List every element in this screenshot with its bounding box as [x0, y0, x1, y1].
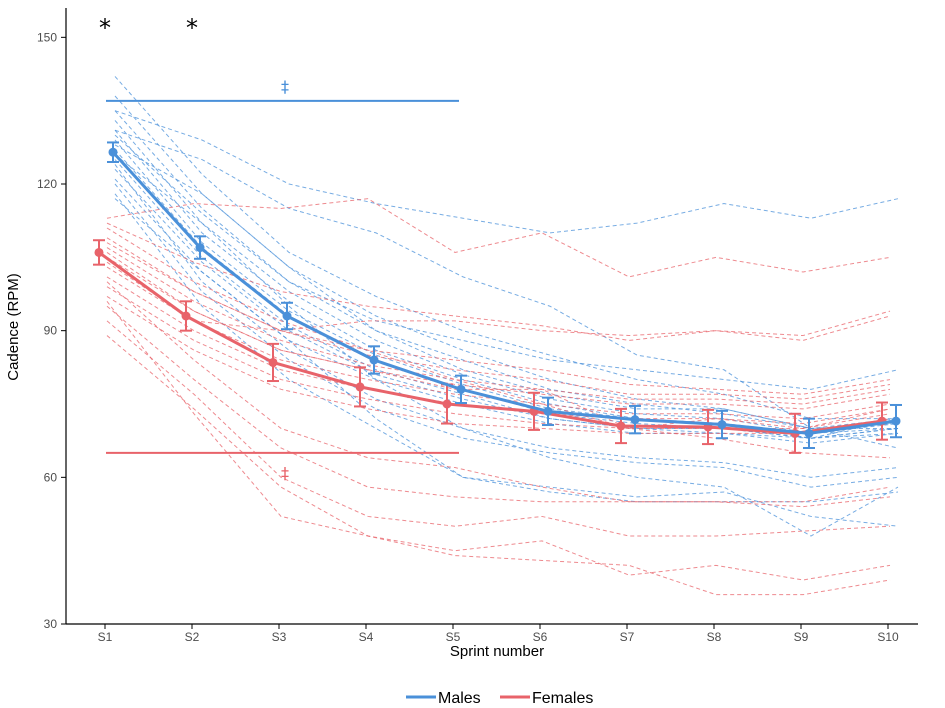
y-tick-label-150: 150 — [37, 30, 57, 44]
individual-line-females-9 — [106, 198, 891, 278]
individual-line-males-11 — [114, 110, 899, 234]
individual-line-males-12 — [114, 129, 899, 449]
individual-line-males-7 — [114, 149, 899, 439]
individual-line-males-16 — [114, 193, 899, 527]
point-group-males-s4 — [368, 345, 380, 375]
point-group-males-s6 — [542, 396, 554, 427]
point-group-females-s4 — [354, 366, 366, 408]
data-point-females-s2 — [181, 311, 191, 321]
individual-line-females-3 — [106, 247, 891, 405]
point-group-females-s1 — [93, 239, 105, 266]
individual-line-females-2 — [106, 237, 891, 400]
individual-line-females-15 — [106, 301, 891, 581]
point-group-females-s3 — [267, 342, 279, 383]
point-group-males-s10 — [890, 403, 902, 439]
individual-line-females-10 — [106, 261, 891, 337]
x-tick-label-s8: S8 — [707, 630, 722, 644]
x-tick-label-s6: S6 — [533, 630, 548, 644]
y-tick-label-90: 90 — [44, 324, 58, 338]
individual-line-females-8 — [106, 296, 891, 434]
data-point-males-s2 — [195, 243, 205, 253]
data-point-males-s7 — [630, 415, 640, 425]
point-group-males-s1 — [107, 141, 119, 163]
individual-line-females-1 — [106, 227, 891, 395]
point-group-males-s2 — [194, 235, 206, 260]
point-group-females-s8 — [702, 408, 714, 446]
individual-line-females-6 — [106, 276, 891, 425]
asterisk-s2: * — [186, 14, 198, 42]
x-tick-label-s4: S4 — [359, 630, 374, 644]
data-point-females-s4 — [355, 382, 365, 392]
significance-symbol-females: ‡ — [281, 463, 289, 482]
mean-series — [93, 141, 902, 454]
y-tick-label-60: 60 — [44, 470, 58, 484]
x-tick-label-s5: S5 — [446, 630, 461, 644]
legend-label-males: Males — [438, 690, 481, 707]
individual-line-males-13 — [114, 144, 899, 429]
individual-line-females-16 — [106, 335, 891, 596]
data-point-females-s1 — [94, 247, 104, 257]
individual-line-males-8 — [114, 159, 899, 444]
series-females — [93, 239, 888, 454]
point-group-females-s2 — [180, 300, 192, 332]
individual-line-females-4 — [106, 256, 891, 410]
x-tick-label-s10: S10 — [877, 630, 899, 644]
data-point-males-s3 — [282, 311, 292, 321]
individual-line-males-1 — [114, 76, 898, 420]
legend-item-males: Males — [406, 690, 481, 707]
point-group-females-s5 — [441, 383, 453, 425]
y-axis-title: Cadence (RPM) — [5, 273, 22, 381]
legend-label-females: Females — [532, 690, 593, 707]
x-tick-label-s1: S1 — [98, 630, 113, 644]
individual-line-females-17 — [106, 252, 891, 429]
individual-line-females-5 — [106, 266, 891, 420]
asterisk-s1: * — [99, 14, 111, 42]
y-tick-label-120: 120 — [37, 177, 57, 191]
data-point-males-s10 — [891, 416, 901, 426]
individual-line-males-17 — [114, 154, 899, 537]
data-point-males-s6 — [543, 406, 553, 416]
x-tick-label-s2: S2 — [185, 630, 200, 644]
series-males — [107, 141, 902, 449]
data-point-males-s4 — [369, 355, 379, 365]
individual-line-females-14 — [106, 320, 891, 537]
individual-line-males-15 — [114, 183, 899, 488]
x-tick-label-s7: S7 — [620, 630, 635, 644]
mean-line-females — [98, 251, 883, 435]
y-tick-label-30: 30 — [44, 617, 58, 631]
individual-line-males-4 — [114, 120, 899, 434]
individual-line-females-13 — [106, 305, 891, 508]
point-group-males-s7 — [629, 404, 641, 435]
x-tick-label-s9: S9 — [794, 630, 809, 644]
point-group-males-s5 — [455, 374, 467, 405]
point-group-females-s7 — [615, 407, 627, 445]
legend: Males Females — [406, 690, 593, 707]
data-point-males-s5 — [456, 384, 466, 394]
legend-item-females: Females — [500, 690, 593, 707]
point-group-males-s3 — [281, 301, 293, 331]
individual-line-females-12 — [106, 281, 891, 503]
individual-line-males-14 — [114, 164, 899, 478]
data-point-males-s9 — [804, 428, 814, 438]
x-tick-label-s3: S3 — [272, 630, 287, 644]
data-point-females-s3 — [268, 357, 278, 367]
significance-annotations: ‡ ‡ * * — [99, 14, 459, 482]
data-point-females-s5 — [442, 399, 452, 409]
individual-line-males-3 — [114, 110, 898, 429]
data-point-females-s7 — [616, 421, 626, 431]
point-group-males-s9 — [803, 417, 815, 449]
mean-line-males — [111, 151, 897, 435]
individual-line-males-5 — [114, 129, 899, 439]
x-axis-title: Sprint number — [450, 643, 544, 660]
individual-lines — [106, 76, 899, 596]
point-group-males-s8 — [716, 409, 728, 440]
significance-symbol-males: ‡ — [281, 77, 289, 96]
individual-line-males-2 — [114, 95, 899, 429]
data-point-males-s1 — [108, 147, 118, 157]
individual-line-males-19 — [114, 134, 899, 390]
individual-line-females-18 — [106, 242, 891, 459]
axes: 30 60 90 120 150 S1 S2 S3 S4 S5 S6 S7 S8 S9 S10 — [37, 8, 918, 644]
data-point-males-s8 — [717, 420, 727, 430]
